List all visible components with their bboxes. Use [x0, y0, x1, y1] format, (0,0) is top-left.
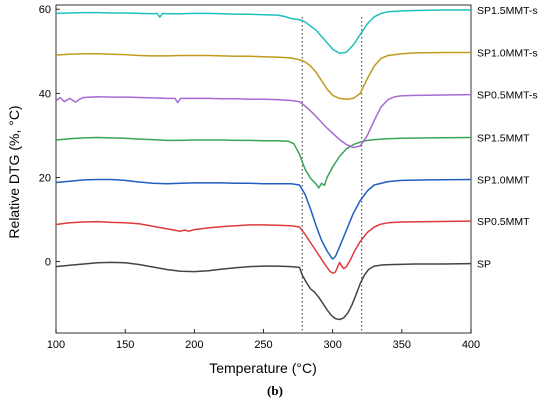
x-tick-label: 200 — [185, 339, 203, 351]
x-tick-label: 100 — [47, 339, 65, 351]
x-tick-label: 250 — [254, 339, 272, 351]
y-axis-title: Relative DTG (%, °C) — [6, 105, 22, 238]
series-line-sp — [55, 261, 472, 321]
x-tick-label: 350 — [393, 339, 411, 351]
series-labels: SP SP0.5MMT SP1.0MMT SP1.5MMT SP0.5MMT-s SP1.… — [477, 5, 538, 271]
reference-lines — [301, 17, 363, 333]
y-tick-label: 20 — [39, 172, 51, 184]
series-label-sp1-5mmt-s: SP1.5MMT-s — [477, 5, 538, 17]
series-line-sp0-5mmt — [55, 220, 472, 275]
y-tick-label: 40 — [39, 88, 51, 100]
series-label-sp0-5mmt-s: SP0.5MMT-s — [477, 90, 538, 102]
series-label-sp1-0mmt: SP1.0MMT — [477, 175, 530, 187]
x-tick-label: 300 — [323, 339, 341, 351]
y-tick-label: 60 — [39, 4, 51, 16]
y-tick-label: 0 — [45, 257, 51, 269]
series-line-sp1-5mmt-s — [55, 9, 471, 55]
x-tick-label: 150 — [116, 339, 134, 351]
figure-caption: (b) — [267, 383, 283, 398]
series-line-sp1-0mmt-s — [55, 51, 471, 100]
x-tick-label: 400 — [462, 339, 480, 351]
series-line-sp0-5mmt-s — [55, 93, 472, 149]
series-line-sp1-0mmt — [55, 178, 472, 260]
series-label-sp1-5mmt: SP1.5MMT — [477, 132, 530, 144]
x-axis-title: Temperature (°C) — [209, 360, 317, 376]
series-label-sp1-0mmt-s: SP1.0MMT-s — [477, 48, 538, 60]
series-label-sp0-5mmt: SP0.5MMT — [477, 216, 530, 228]
series-label-sp: SP — [477, 259, 491, 271]
series-lines — [55, 9, 472, 321]
axis-ticks: 100 150 200 250 300 350 400 0 20 40 60 — [39, 4, 480, 351]
series-line-sp1-5mmt — [55, 136, 472, 189]
